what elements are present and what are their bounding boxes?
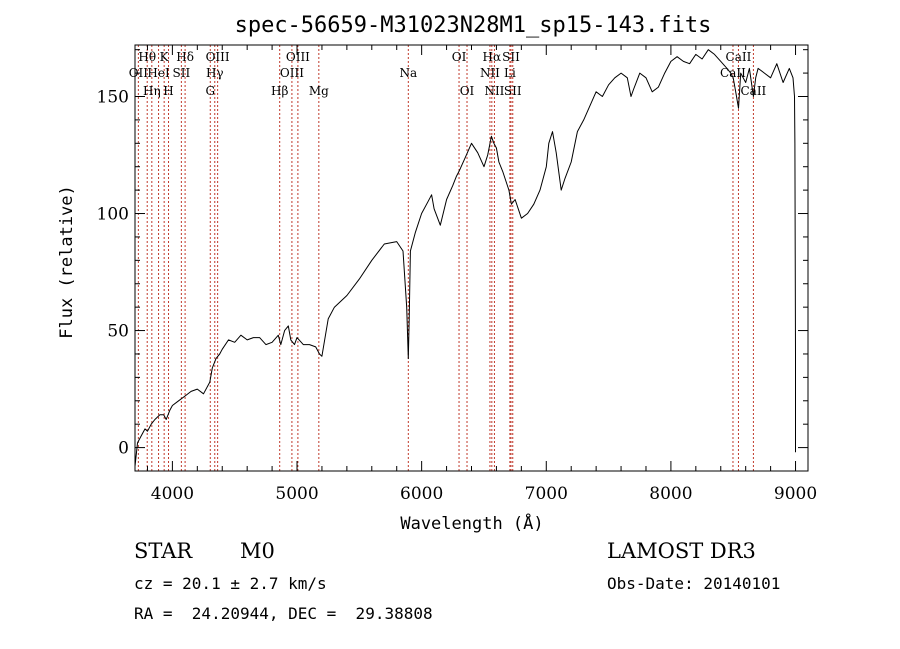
x-tick-label-6000: 6000 [400, 484, 443, 504]
line-marker-label-18: NII [480, 66, 500, 80]
line-marker-label-21: Li [504, 66, 516, 80]
survey-name: LAMOST DR3 [607, 539, 756, 563]
line-marker-label-11: Hβ [271, 84, 288, 98]
line-marker-label-26: CaII [740, 84, 766, 98]
line-marker-label-23: SII [504, 84, 522, 98]
x-tick-label-5000: 5000 [275, 484, 318, 504]
line-marker-label-16: OI [452, 50, 467, 64]
x-axis-label: Wavelength (Å) [400, 512, 543, 534]
chart-title: spec-56659-M31023N28M1_sp15-143.fits [235, 13, 712, 38]
x-tick-label-9000: 9000 [774, 484, 817, 504]
spectrum-line [134, 49, 796, 467]
series-group [134, 49, 796, 467]
x-tick-label-7000: 7000 [525, 484, 568, 504]
coordinates: RA = 24.20944, DEC = 29.38808 [134, 604, 433, 623]
y-tick-label-150: 150 [97, 87, 129, 107]
line-markers [137, 45, 754, 471]
y-axis-label: Flux (relative) [57, 185, 77, 339]
object-class: STAR [134, 539, 193, 563]
y-tick-label-100: 100 [97, 205, 129, 225]
object-subclass: M0 [240, 539, 275, 563]
line-marker-label-9: OIII [206, 50, 230, 64]
line-marker-label-13: OIII [286, 50, 310, 64]
y-tick-label-0: 0 [118, 439, 129, 459]
line-marker-label-25: CaII [726, 50, 752, 64]
line-marker-label-17: OI [460, 84, 475, 98]
line-marker-label-5: H [163, 84, 173, 98]
line-marker-label-14: Mg [309, 84, 329, 98]
observation-date: Obs-Date: 20140101 [607, 574, 781, 593]
line-marker-label-0: Hθ [138, 50, 156, 64]
y-tick-label-50: 50 [107, 322, 129, 342]
line-marker-label-3: HeI [147, 66, 170, 80]
line-marker-label-20: NII [484, 84, 504, 98]
line-marker-label-19: Hα [483, 50, 502, 64]
line-marker-label-4: K [160, 50, 170, 64]
line-marker-label-12: OIII [280, 66, 304, 80]
line-marker-label-6: SII [173, 66, 191, 80]
line-marker-label-2: Hη [143, 84, 161, 98]
line-marker-label-24: CaII [720, 66, 746, 80]
line-marker-label-7: Hδ [176, 50, 194, 64]
x-tick-label-4000: 4000 [151, 484, 194, 504]
line-marker-label-10: G [205, 84, 215, 98]
x-tick-label-8000: 8000 [649, 484, 692, 504]
axis-ticks: 4000 5000 6000 7000 8000 9000 0 50 100 150 [97, 45, 817, 504]
plot-frame [134, 44, 809, 472]
redshift-velocity: cz = 20.1 ± 2.7 km/s [134, 574, 327, 593]
line-marker-label-15: Na [399, 66, 417, 80]
line-marker-label-22: SII [502, 50, 520, 64]
line-marker-label-8: Hγ [206, 66, 224, 80]
